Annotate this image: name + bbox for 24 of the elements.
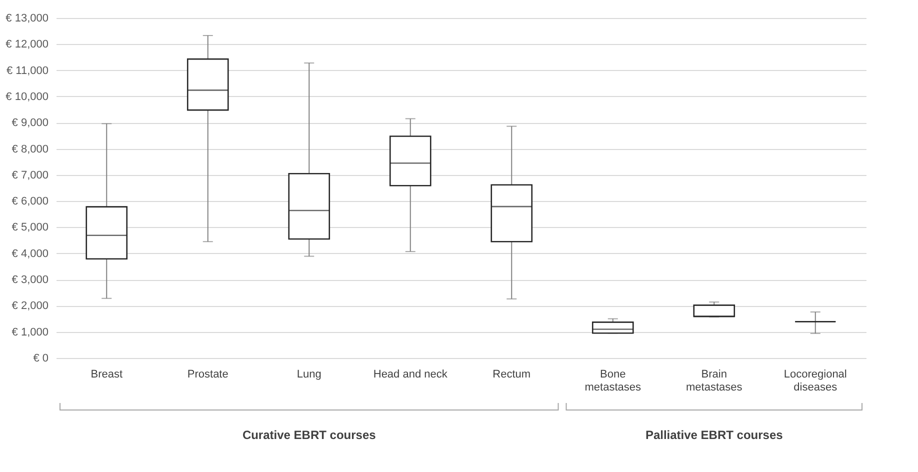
x-tick-label: Prostate xyxy=(187,368,228,380)
y-tick-label: € 8,000 xyxy=(12,143,48,156)
y-tick-label: € 3,000 xyxy=(12,274,48,286)
y-tick-label: € 0 xyxy=(33,352,48,364)
y-tick-label: € 11,000 xyxy=(6,64,48,77)
y-tick-label: € 5,000 xyxy=(12,222,48,234)
x-tick-label: Head and neck xyxy=(373,368,448,380)
y-tick-label: € 12,000 xyxy=(6,38,48,51)
y-tick-label: € 4,000 xyxy=(12,248,48,260)
x-tick-label: Brain metastases xyxy=(686,368,743,394)
text: Palliative EBRT courses xyxy=(645,428,784,442)
y-tick-label: € 13,000 xyxy=(6,12,48,24)
x-tick-label: Locoregional diseases xyxy=(784,368,847,394)
y-tick-label: € 1,000 xyxy=(12,326,48,338)
x-tick-label: Breast xyxy=(90,368,123,380)
x-tick-label: Rectum xyxy=(492,368,531,380)
y-tick-label: € 2,000 xyxy=(12,300,48,312)
y-tick-label: € 9,000 xyxy=(12,117,48,130)
x-tick-label: Lung xyxy=(296,368,322,380)
y-tick-label: € 7,000 xyxy=(12,169,48,182)
text: Curative EBRT courses xyxy=(242,428,376,442)
x-tick-label: Bone metastases xyxy=(584,368,642,394)
y-tick-label: € 6,000 xyxy=(12,196,48,208)
y-tick-label: € 10,000 xyxy=(6,90,48,103)
